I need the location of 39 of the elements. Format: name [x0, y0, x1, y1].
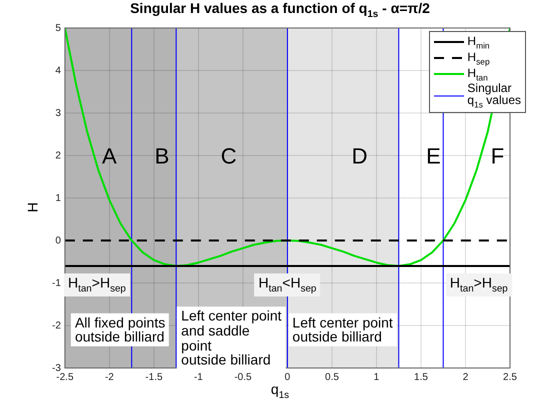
- annotation: D: [350, 142, 368, 170]
- x-tick-label: 1: [374, 372, 380, 383]
- annotation: Left center point and saddle point outside billiard: [177, 306, 286, 370]
- y-tick-label: 0: [55, 235, 62, 246]
- x-tick-label: 0.5: [325, 372, 340, 383]
- annotation: F: [490, 142, 506, 170]
- annotation: H$_{tan}$>H$_{sep}$: [446, 274, 512, 297]
- x-tick-label: -1.5: [145, 372, 163, 383]
- x-tick-label: 2: [462, 372, 469, 383]
- y-tick-label: -2: [52, 320, 62, 332]
- y-axis-title: H: [24, 202, 41, 212]
- annotation: A: [101, 142, 118, 170]
- legend-label: H$_{sep}$: [467, 50, 490, 66]
- y-tick-label: -1: [52, 278, 62, 289]
- x-tick-label: 2.5: [503, 372, 518, 383]
- annotation: E: [425, 142, 442, 170]
- y-tick-label: 4: [55, 65, 62, 76]
- annotation: C: [220, 142, 238, 170]
- y-tick-label: -3: [52, 362, 62, 374]
- x-tick-label: -2.5: [56, 372, 74, 383]
- x-tick-label: -0.5: [234, 372, 252, 383]
- annotation: All fixed points outside billiard: [70, 313, 170, 346]
- x-tick-label: -2: [104, 372, 114, 383]
- legend-label: Singular q$_{1s}$ values: [467, 81, 521, 110]
- x-tick-label: 0: [284, 372, 291, 383]
- y-tick-label: 3: [55, 108, 62, 119]
- chart-title: Singular H values as a function of q$_{1s}$ - α=π/2: [129, 0, 431, 20]
- y-tick-label: 2: [55, 150, 62, 162]
- legend-label: H$_{min}$: [467, 34, 490, 50]
- y-tick-label: 1: [55, 192, 62, 204]
- legend-label: H$_{tan}$: [467, 66, 488, 82]
- annotation: B: [154, 142, 170, 170]
- x-tick-label: 1.5: [414, 372, 428, 383]
- annotation: H$_{tan}$>H$_{sep}$: [64, 274, 130, 297]
- annotation: Left center point outside billiard: [288, 313, 397, 346]
- y-tick-label: 5: [55, 22, 62, 34]
- annotation: H$_{tan}$<H$_{sep}$: [254, 274, 320, 297]
- x-tick-label: -1: [194, 372, 204, 383]
- x-axis-title: q$_{1s}$: [270, 381, 290, 402]
